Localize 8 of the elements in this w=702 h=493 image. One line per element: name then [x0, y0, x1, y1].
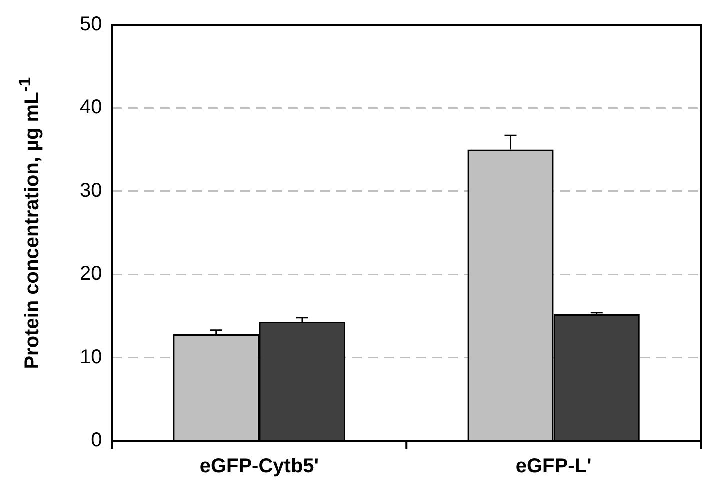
y-tick-label: 30 — [80, 180, 102, 202]
y-tick-label: 50 — [80, 14, 102, 36]
x-tick-label: eGFP-L' — [516, 456, 592, 478]
y-tick-label: 0 — [91, 430, 102, 452]
y-tick-label: 20 — [80, 263, 102, 286]
y-tick-label: 10 — [80, 346, 102, 368]
x-tick-label: eGFP-Cytb5' — [200, 456, 320, 478]
y-tick-label: 40 — [80, 96, 102, 119]
